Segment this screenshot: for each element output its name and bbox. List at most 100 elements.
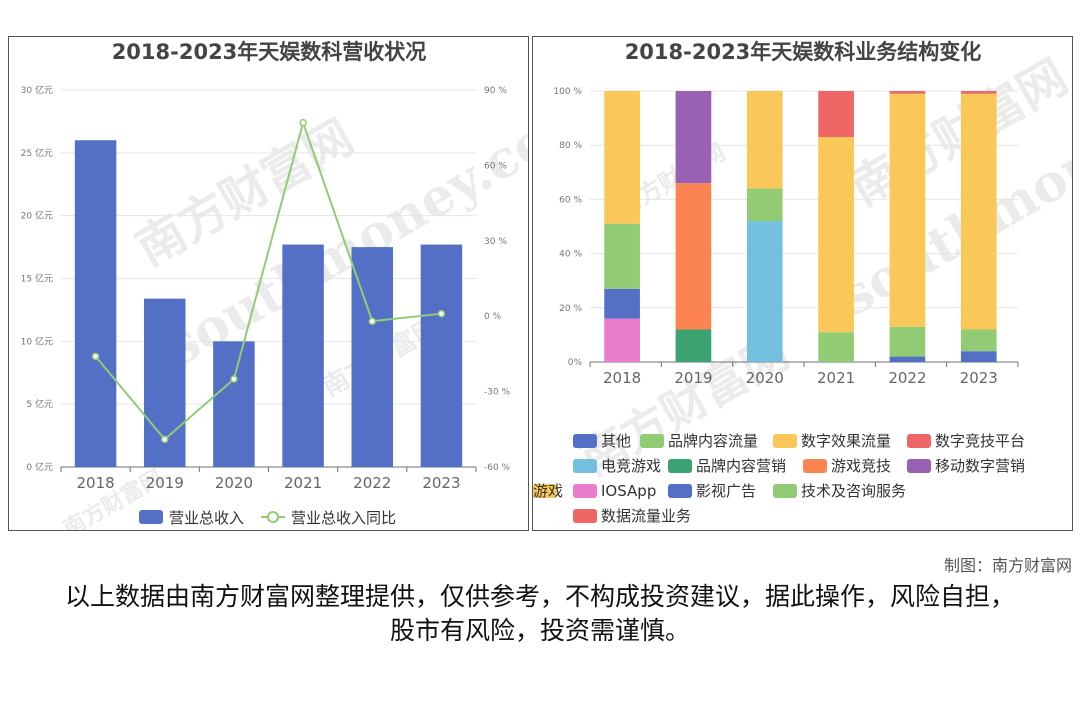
yoy-line-path xyxy=(94,119,442,441)
legend-label: 游戏 xyxy=(533,482,563,500)
revenue-bar xyxy=(213,341,255,467)
y-right-tick: -60 % xyxy=(484,463,511,473)
legend-label: 电竞游戏 xyxy=(601,457,661,475)
structure-chart-panel: 2018-2023年天娱数科业务结构变化 南方财富网 southmoney.com… xyxy=(532,36,1073,531)
legend-swatch-revenue xyxy=(139,510,163,524)
stack-segment xyxy=(675,91,712,184)
legend-swatch xyxy=(773,484,797,498)
stack-segment xyxy=(746,91,783,189)
x-tick-label: 2022 xyxy=(888,369,926,387)
y-left-tick: 15 亿元 xyxy=(21,273,53,285)
legend-swatch xyxy=(668,484,692,498)
y-left-tick: 25 亿元 xyxy=(21,147,53,159)
x-tick-label: 2020 xyxy=(746,369,784,387)
yoy-line xyxy=(91,118,446,444)
legend-label: 移动数字营销 xyxy=(935,457,1025,475)
yoy-point xyxy=(437,309,446,318)
legend-swatch-yoy-dot xyxy=(267,511,279,523)
legend-label: 数据流量业务 xyxy=(601,507,691,525)
disclaimer-text: 以上数据由南方财富网整理提供，仅供参考，不构成投资建议，据此操作，风险自担，股市… xyxy=(64,582,1015,645)
stack-segment xyxy=(818,332,854,362)
axis-ticks: 0 亿元 5 亿元 10 亿元 15 亿元 20 亿元 25 亿元 30 亿元 -60 % -3… xyxy=(21,84,511,473)
legend-swatch xyxy=(907,434,931,448)
y-tick: 100 % xyxy=(553,87,582,97)
y-tick: 80 % xyxy=(559,141,582,151)
revenue-chart: 2018-2023年天娱数科营收状况 南方财富网southmoney.com南方… xyxy=(21,40,528,530)
legend-swatch xyxy=(640,434,664,448)
legend-label: 品牌内容流量 xyxy=(668,432,758,450)
stack-segment xyxy=(604,288,640,319)
y-tick: 40 % xyxy=(559,250,582,260)
stack-segment xyxy=(675,329,712,362)
stack-segment xyxy=(960,91,997,94)
stack-segment xyxy=(889,356,926,362)
x-tick-label: 2022 xyxy=(353,474,391,492)
stack-segment xyxy=(746,221,783,362)
legend-swatch xyxy=(803,459,827,473)
legend-swatch xyxy=(668,459,692,473)
legend-label: IOSApp xyxy=(601,482,656,500)
revenue-chart-panel: 2018-2023年天娱数科营收状况 南方财富网 southmoney.com 南方… xyxy=(8,36,529,531)
legend-swatch xyxy=(573,484,597,498)
stack-segment xyxy=(604,223,640,289)
y-tick: 20 % xyxy=(559,304,582,314)
stacked-bars xyxy=(604,91,997,362)
stack-segment xyxy=(960,329,997,352)
x-tick-label: 2018 xyxy=(603,369,641,387)
legend-label: 品牌内容营销 xyxy=(696,457,786,475)
legend-label: 游戏竞技 xyxy=(831,457,891,475)
stack-segment xyxy=(960,93,997,330)
yoy-point xyxy=(368,317,376,325)
y-tick: 60 % xyxy=(559,195,582,205)
x-tick-label: 2021 xyxy=(817,369,855,387)
legend-label: 数字效果流量 xyxy=(801,432,891,450)
legend-label: 影视广告 xyxy=(696,482,756,500)
stack-segment xyxy=(889,93,926,327)
stack-segment xyxy=(675,183,712,330)
y-right-tick: 0 % xyxy=(484,312,502,322)
chart-title: 2018-2023年天娱数科业务结构变化 xyxy=(625,40,982,64)
revenue-bar xyxy=(282,244,324,467)
legend-swatch xyxy=(573,509,597,523)
y-left-tick: 30 亿元 xyxy=(21,84,53,96)
legend-label: 其他 xyxy=(601,432,631,450)
legend-swatch xyxy=(573,434,597,448)
x-tick-label: 2019 xyxy=(674,369,712,387)
legend-swatch xyxy=(773,434,797,448)
x-tick-label: 2019 xyxy=(146,474,184,492)
stack-segment xyxy=(604,318,640,362)
legend-swatch xyxy=(907,459,931,473)
yoy-point xyxy=(91,352,100,361)
y-right-tick: 30 % xyxy=(484,237,507,247)
chart-credit: 制图：南方财富网 xyxy=(943,556,1072,575)
stack-segment xyxy=(889,326,926,357)
legend-label: 数字竞技平台 xyxy=(935,432,1025,450)
revenue-bar xyxy=(420,244,463,467)
y-right-tick: 60 % xyxy=(484,161,507,171)
chart-title: 2018-2023年天娱数科营收状况 xyxy=(112,40,427,64)
x-axis-ticks: 2018 2019 2020 2021 2022 2023 xyxy=(589,362,1019,387)
x-tick-label: 2023 xyxy=(422,474,460,492)
stack-segment xyxy=(604,91,640,224)
stack-segment xyxy=(960,351,997,362)
y-left-tick: 0 亿元 xyxy=(26,461,53,473)
y-tick: 0% xyxy=(568,358,583,368)
yoy-point xyxy=(230,375,238,383)
legend-swatch xyxy=(533,484,557,498)
legend-swatch xyxy=(573,459,597,473)
x-tick-label: 2018 xyxy=(76,474,114,492)
y-right-tick: -30 % xyxy=(484,388,511,398)
structure-chart: 2018-2023年天娱数科业务结构变化 南方财富网southmoney.com… xyxy=(533,37,1072,525)
stack-segment xyxy=(818,91,854,138)
y-right-tick: 90 % xyxy=(484,86,507,96)
yoy-point xyxy=(161,435,169,444)
y-left-tick: 20 亿元 xyxy=(21,210,53,222)
stack-segment xyxy=(818,137,854,333)
legend-label: 技术及咨询服务 xyxy=(801,482,906,500)
legend-label: 营业总收入同比 xyxy=(291,509,396,527)
y-left-tick: 10 亿元 xyxy=(21,335,53,347)
axis-ticks: 0% 20 % 40 % 60 % 80 % 100 % xyxy=(553,87,582,368)
revenue-bar xyxy=(74,140,117,467)
yoy-point xyxy=(299,118,307,127)
